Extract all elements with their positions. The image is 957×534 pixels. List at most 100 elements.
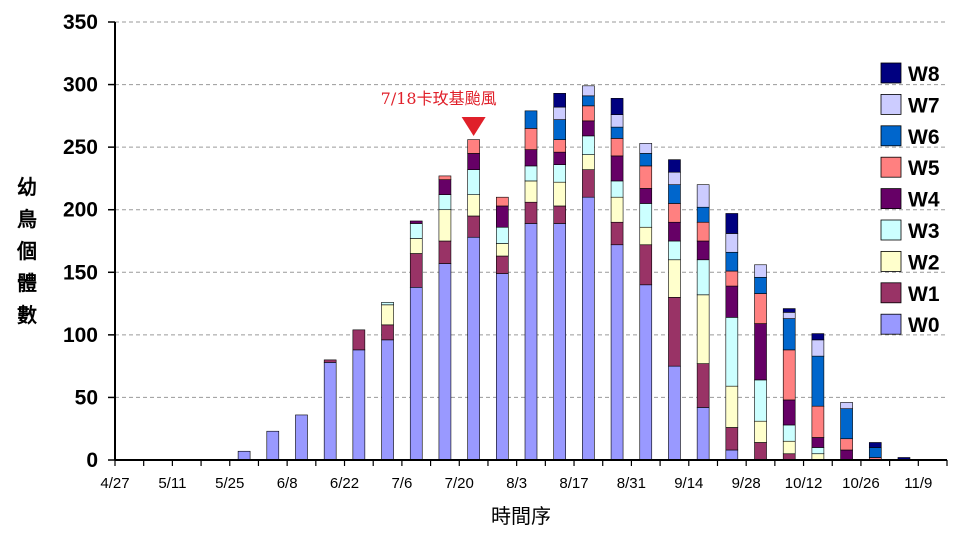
bar-segment-w2 bbox=[467, 194, 480, 217]
bar-segment-w0 bbox=[582, 196, 595, 461]
bar-segment-w5 bbox=[553, 139, 566, 153]
bar-segment-w5 bbox=[524, 128, 538, 150]
bar-segment-w2 bbox=[754, 420, 767, 443]
y-tick-label: 300 bbox=[63, 74, 98, 97]
bar-segment-w0 bbox=[237, 450, 251, 461]
bar-segment-w3 bbox=[610, 180, 624, 198]
x-tick-label: 7/6 bbox=[391, 475, 412, 492]
bar-segment-w8 bbox=[725, 213, 739, 234]
bar-segment-w4 bbox=[409, 220, 423, 224]
bar-segment-w4 bbox=[496, 205, 509, 228]
x-tick-label: 8/31 bbox=[617, 475, 646, 492]
legend-swatch-w0 bbox=[880, 313, 902, 335]
bar-segment-w6 bbox=[782, 318, 796, 351]
bar-segment-w1 bbox=[409, 253, 423, 288]
bar-segment-w0 bbox=[295, 414, 308, 461]
bar-segment-w6 bbox=[610, 126, 624, 139]
bar-segment-w3 bbox=[639, 203, 653, 228]
bar-segment-w0 bbox=[610, 244, 624, 461]
y-axis-label-char: 鳥 bbox=[17, 207, 37, 231]
bar-segment-w3 bbox=[409, 223, 423, 239]
bar-segment-w1 bbox=[381, 324, 394, 341]
bar-segment-w7 bbox=[610, 114, 624, 128]
legend-swatch-w4 bbox=[880, 188, 902, 210]
bar-segment-w2 bbox=[725, 385, 739, 428]
legend-swatch-w6 bbox=[880, 125, 902, 147]
bar-segment-w2 bbox=[782, 440, 796, 455]
x-tick-label: 6/8 bbox=[277, 475, 298, 492]
bar-segment-w7 bbox=[639, 143, 653, 154]
bar-segment-w5 bbox=[725, 270, 739, 287]
bar-segment-w2 bbox=[381, 304, 394, 326]
bar-segment-w5 bbox=[582, 105, 595, 122]
bar-segment-w7 bbox=[811, 339, 825, 357]
bar-segment-w6 bbox=[725, 251, 739, 272]
annotation-triangle-icon bbox=[461, 117, 486, 136]
bar-segment-w2 bbox=[610, 196, 624, 223]
legend-label-w7: W7 bbox=[908, 94, 940, 117]
bar-segment-w1 bbox=[639, 244, 653, 286]
bar-segment-w0 bbox=[496, 273, 509, 461]
bar-segment-w2 bbox=[553, 181, 566, 207]
bar-segment-w6 bbox=[524, 110, 538, 129]
bar-segment-w7 bbox=[725, 233, 739, 253]
bar-segment-w1 bbox=[352, 329, 366, 351]
y-tick-label: 100 bbox=[63, 324, 98, 347]
bar-segment-w5 bbox=[496, 196, 509, 207]
annotation-text: 7/18卡玫基颱風 bbox=[381, 89, 497, 108]
legend-swatch-w3 bbox=[880, 219, 902, 241]
bar-segment-w0 bbox=[725, 449, 739, 461]
bar-segment-w4 bbox=[553, 151, 566, 165]
y-tick-labels: 0 50 100 150 200 250 300 350 bbox=[63, 11, 98, 472]
bar-segment-w4 bbox=[668, 221, 681, 242]
bar-segment-w3 bbox=[754, 379, 767, 422]
y-tick-label: 0 bbox=[86, 449, 98, 472]
legend-swatch-w8 bbox=[880, 62, 902, 84]
bars-group bbox=[237, 85, 911, 461]
bar-segment-w5 bbox=[811, 405, 825, 438]
x-tick-labels: 4/27 5/11 5/25 6/8 6/22 7/6 7/20 8/3 8/17 8/31 9/1… bbox=[100, 475, 932, 492]
bar-segment-w3 bbox=[553, 164, 566, 183]
bar-segment-w5 bbox=[610, 138, 624, 157]
bar-segment-w0 bbox=[266, 430, 280, 461]
bar-segment-w7 bbox=[782, 312, 796, 319]
bar-segment-w8 bbox=[668, 159, 681, 173]
x-tick-label: 5/11 bbox=[158, 475, 186, 492]
bar-segment-w4 bbox=[610, 155, 624, 182]
y-axis-label-char: 數 bbox=[17, 303, 37, 327]
bar-segment-w4 bbox=[438, 179, 452, 195]
bar-segment-w1 bbox=[524, 201, 538, 224]
bar-segment-w4 bbox=[467, 153, 480, 170]
bar-segment-w4 bbox=[725, 285, 739, 318]
x-tick-label: 8/17 bbox=[559, 475, 588, 492]
bar-segment-w7 bbox=[754, 264, 767, 278]
bar-segment-w4 bbox=[696, 240, 710, 261]
bar-segment-w2 bbox=[668, 259, 681, 298]
x-tick-label: 5/25 bbox=[215, 475, 244, 492]
bar-segment-w6 bbox=[754, 276, 767, 294]
legend-label-w4: W4 bbox=[908, 189, 940, 212]
y-tick-label: 150 bbox=[63, 261, 98, 284]
bar-segment-w6 bbox=[868, 447, 882, 458]
bar-segment-w5 bbox=[438, 175, 452, 180]
bar-segment-w0 bbox=[467, 236, 480, 461]
legend-swatch-w5 bbox=[880, 156, 902, 178]
x-tick-label: 9/14 bbox=[674, 475, 703, 492]
legend-label-w3: W3 bbox=[908, 220, 940, 243]
x-tick-label: 8/3 bbox=[506, 475, 527, 492]
bar-segment-w3 bbox=[496, 226, 509, 244]
bar-segment-w1 bbox=[696, 363, 710, 408]
bar-segment-w3 bbox=[811, 447, 825, 455]
legend: W8 W7 W6 W5 W4 W3 W2 W1 W0 bbox=[880, 62, 940, 337]
typhoon-annotation: 7/18卡玫基颱風 bbox=[381, 89, 497, 136]
x-tick-label: 6/22 bbox=[330, 475, 359, 492]
bar-segment-w0 bbox=[524, 223, 538, 461]
bar-segment-w1 bbox=[725, 427, 739, 451]
bar-segment-w7 bbox=[840, 402, 853, 409]
y-axis-label-char: 體 bbox=[17, 271, 37, 295]
legend-label-w2: W2 bbox=[908, 251, 940, 274]
bar-segment-w0 bbox=[639, 284, 653, 461]
bar-segment-w8 bbox=[610, 98, 624, 115]
bar-segment-w4 bbox=[811, 437, 825, 448]
